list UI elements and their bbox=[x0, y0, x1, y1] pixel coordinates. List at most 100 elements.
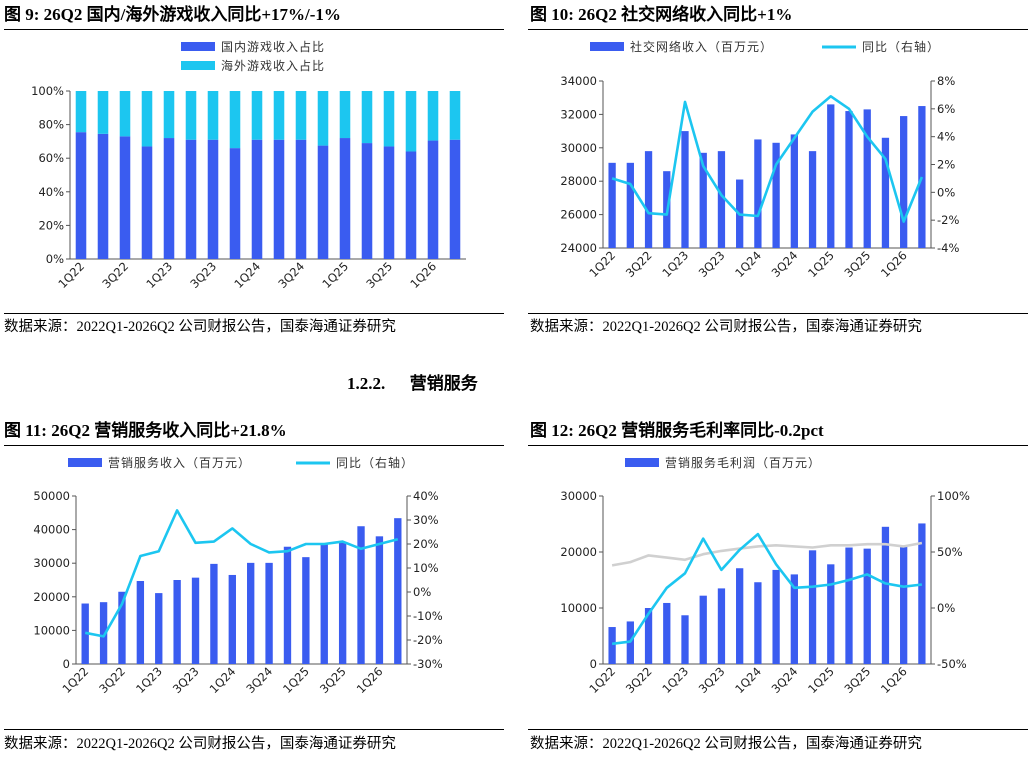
line-yoy bbox=[84, 509, 399, 638]
bar bbox=[699, 595, 707, 664]
bar bbox=[736, 568, 744, 664]
bar bbox=[881, 526, 890, 664]
bar-overseas-share bbox=[251, 91, 263, 140]
bar bbox=[681, 131, 689, 248]
bar bbox=[265, 562, 273, 664]
bar-domestic-share bbox=[141, 146, 153, 259]
bar-overseas-share bbox=[185, 91, 197, 140]
bar-overseas-share bbox=[273, 91, 285, 140]
legend-swatch-bar bbox=[590, 42, 624, 51]
bar bbox=[827, 564, 835, 664]
section-number: 1.2.2. bbox=[347, 374, 386, 393]
y-right-tick-label: 4% bbox=[937, 130, 955, 144]
x-tick-label: 3Q22 bbox=[623, 664, 655, 696]
y-tick-label: 40000 bbox=[33, 523, 70, 537]
y-right-tick-label: -30% bbox=[413, 657, 443, 671]
bar bbox=[228, 574, 236, 664]
bar-domestic-share bbox=[207, 139, 219, 259]
bar bbox=[681, 615, 689, 664]
line-series-cyan bbox=[611, 532, 923, 646]
legend-swatch-bar bbox=[68, 458, 102, 467]
x-tick-label: 1Q23 bbox=[659, 664, 691, 696]
bar bbox=[717, 588, 726, 664]
bar bbox=[118, 591, 126, 664]
bar bbox=[375, 536, 384, 664]
bar-overseas-share bbox=[361, 91, 373, 144]
bar bbox=[845, 547, 853, 664]
title-rule bbox=[4, 445, 504, 446]
y-right-tick-label: -50% bbox=[937, 657, 967, 671]
bar bbox=[772, 569, 780, 664]
y-right-tick-label: 40% bbox=[413, 489, 439, 503]
bar bbox=[136, 581, 145, 664]
source-rule bbox=[4, 729, 504, 730]
figure-title-1: 图 9: 26Q2 国内/海外游戏收入同比+17%/-1% bbox=[4, 5, 341, 24]
bar bbox=[608, 162, 616, 248]
x-tick-label: 3Q23 bbox=[696, 664, 728, 696]
y-tick-label: 40% bbox=[38, 185, 64, 199]
figure-source-2: 数据来源：2022Q1-2026Q2 公司财报公告，国泰海通证券研究 bbox=[530, 319, 922, 335]
bar-domestic-share bbox=[97, 133, 109, 259]
bar-domestic-share bbox=[251, 139, 263, 259]
bar-domestic-share bbox=[75, 132, 87, 259]
bar bbox=[644, 608, 653, 664]
y-right-tick-label: 30% bbox=[413, 513, 439, 527]
bar bbox=[338, 542, 347, 664]
bar-domestic-share bbox=[449, 139, 461, 259]
x-tick-label: 3Q24 bbox=[769, 664, 801, 696]
x-tick-label: 1Q26 bbox=[878, 664, 910, 696]
bar bbox=[357, 526, 365, 664]
bar bbox=[210, 563, 218, 664]
bar-domestic-share bbox=[361, 143, 373, 259]
y-right-tick-label: 20% bbox=[413, 537, 439, 551]
y-tick-label: 80% bbox=[38, 118, 64, 132]
y-right-tick-label: 6% bbox=[937, 102, 955, 116]
bar-domestic-share bbox=[383, 146, 395, 259]
y-right-tick-label: -20% bbox=[413, 633, 443, 647]
y-tick-label: 10000 bbox=[33, 623, 70, 637]
y-tick-label: 34000 bbox=[560, 74, 597, 88]
bar bbox=[754, 139, 762, 248]
bar bbox=[191, 577, 200, 664]
bar-domestic-share bbox=[273, 139, 285, 259]
y-right-tick-label: 0% bbox=[937, 601, 955, 615]
y-right-tick-label: 100% bbox=[937, 489, 970, 503]
bar-domestic-share bbox=[229, 148, 241, 259]
legend-swatch-bar bbox=[181, 42, 215, 51]
y-tick-label: 30000 bbox=[33, 556, 70, 570]
bar-domestic-share bbox=[185, 139, 197, 259]
bar bbox=[99, 602, 108, 664]
bar bbox=[808, 151, 817, 248]
bar bbox=[394, 518, 402, 664]
legend-label: 同比（右轴） bbox=[862, 39, 940, 54]
x-tick-label: 1Q24 bbox=[732, 664, 764, 696]
y-tick-label: 0% bbox=[46, 252, 64, 266]
bar-domestic-share bbox=[427, 140, 439, 259]
title-rule bbox=[4, 29, 504, 30]
bar bbox=[863, 109, 871, 248]
source-rule bbox=[528, 313, 1028, 314]
bar bbox=[772, 142, 780, 248]
source-rule bbox=[528, 729, 1028, 730]
bar-overseas-share bbox=[317, 91, 329, 146]
bar-overseas-share bbox=[119, 91, 131, 137]
bar bbox=[881, 137, 890, 248]
bar bbox=[663, 602, 671, 664]
y-tick-label: 30000 bbox=[560, 489, 597, 503]
bar bbox=[827, 104, 835, 248]
y-right-tick-label: -4% bbox=[937, 241, 959, 255]
y-tick-label: 0 bbox=[63, 657, 70, 671]
y-right-tick-label: 50% bbox=[937, 545, 963, 559]
bar bbox=[320, 544, 328, 664]
source-rule bbox=[4, 313, 504, 314]
y-tick-label: 26000 bbox=[560, 208, 597, 222]
bar-overseas-share bbox=[383, 91, 395, 147]
y-tick-label: 28000 bbox=[560, 174, 597, 188]
y-right-tick-label: -10% bbox=[413, 609, 443, 623]
bar bbox=[644, 151, 653, 248]
bar-overseas-share bbox=[427, 91, 439, 141]
legend-label: 海外游戏收入占比 bbox=[221, 58, 325, 73]
title-rule bbox=[528, 29, 1028, 30]
bar-overseas-share bbox=[295, 91, 307, 140]
